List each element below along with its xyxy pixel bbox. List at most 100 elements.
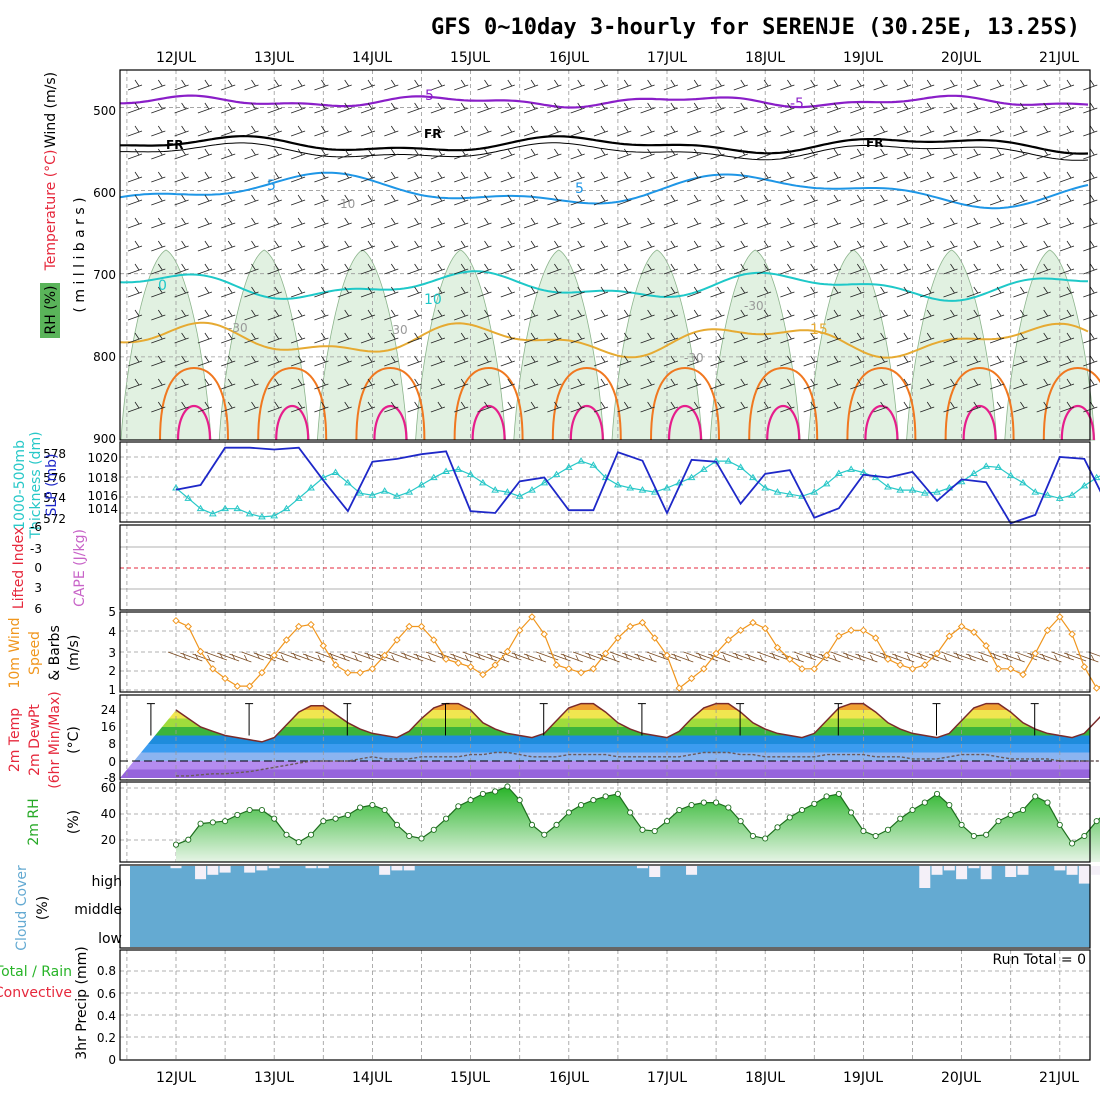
wind-barb bbox=[454, 378, 469, 390]
thickness-marker bbox=[429, 473, 438, 481]
rh-marker bbox=[442, 815, 450, 822]
wind-barb bbox=[1013, 148, 1028, 160]
wind-barb bbox=[337, 194, 352, 206]
thickness-marker bbox=[393, 492, 401, 499]
wind-barb bbox=[896, 309, 912, 321]
wind-barb bbox=[407, 102, 422, 114]
wind-barb bbox=[454, 355, 469, 367]
wind-barb bbox=[244, 79, 259, 91]
wind-barb bbox=[407, 332, 422, 344]
wind-barb bbox=[826, 194, 842, 206]
wind-barb bbox=[989, 332, 1005, 344]
tick-label: 572 bbox=[43, 512, 66, 526]
wind-barb bbox=[267, 194, 282, 206]
tick-label: 0.4 bbox=[97, 1009, 116, 1023]
wind-barb bbox=[943, 148, 958, 160]
wind-barb bbox=[547, 263, 562, 275]
wind-barb bbox=[966, 332, 981, 344]
wind-barb bbox=[1059, 171, 1075, 183]
wind-barb bbox=[337, 217, 352, 229]
rh-marker bbox=[381, 806, 388, 814]
wind-barb bbox=[197, 217, 213, 229]
wind-barb bbox=[920, 286, 935, 298]
thickness-marker bbox=[1019, 478, 1027, 486]
contour-line bbox=[120, 94, 1089, 109]
rh-shading bbox=[218, 249, 310, 441]
wind-barb bbox=[943, 240, 958, 252]
contour-label: -30 bbox=[228, 321, 248, 335]
rh-marker bbox=[283, 831, 290, 838]
wind-barb bbox=[920, 263, 935, 275]
wind-barb bbox=[966, 148, 981, 160]
cloud-bar bbox=[256, 866, 268, 871]
contour-label: 5 bbox=[575, 181, 584, 197]
wind-barb bbox=[920, 401, 935, 413]
rh-marker bbox=[222, 818, 229, 825]
contour-label: 0 bbox=[158, 278, 167, 294]
tick-label: 20 bbox=[101, 833, 116, 847]
date-label: 17JUL bbox=[647, 50, 687, 66]
wind-barb bbox=[314, 378, 329, 390]
wind-barb bbox=[477, 102, 492, 114]
wind-barb bbox=[570, 286, 585, 298]
thickness-marker bbox=[724, 457, 733, 464]
wind-barb bbox=[663, 263, 679, 275]
wind-barb bbox=[430, 401, 446, 413]
thickness-marker bbox=[503, 488, 512, 495]
dewpoint-axis-label: 2m DewPt bbox=[27, 704, 43, 776]
wind-barb bbox=[151, 125, 166, 137]
rh-marker bbox=[811, 800, 818, 807]
wind-barb bbox=[500, 79, 515, 91]
wind-barb bbox=[314, 401, 329, 413]
wind-barb bbox=[710, 309, 725, 321]
wind-barb bbox=[756, 217, 772, 229]
wind-barb bbox=[1059, 378, 1075, 390]
wind-barb bbox=[850, 401, 865, 413]
wind-barb bbox=[407, 148, 422, 160]
wind-barb bbox=[221, 79, 236, 91]
wind-barb bbox=[477, 240, 492, 252]
thickness-marker bbox=[908, 486, 917, 493]
wind-barb bbox=[803, 125, 818, 137]
wind-barb bbox=[384, 263, 399, 275]
wind-speed-marker bbox=[393, 636, 401, 644]
thickness-marker bbox=[184, 494, 193, 501]
contour-label: -5 bbox=[420, 88, 434, 104]
wind-barb bbox=[826, 102, 842, 114]
thickness-marker bbox=[761, 484, 770, 491]
wind-barb bbox=[151, 378, 166, 390]
thickness-marker bbox=[294, 494, 303, 501]
wind-barb bbox=[780, 355, 795, 367]
wind-barb bbox=[570, 309, 585, 321]
wind-speed-marker bbox=[515, 626, 524, 635]
wind-barb bbox=[360, 263, 376, 275]
wind-barb bbox=[174, 240, 189, 252]
wind-barb bbox=[477, 263, 492, 275]
rh-marker bbox=[627, 809, 634, 816]
wind-y-ticks: 5 4 3 2 1 bbox=[108, 605, 116, 697]
wind-barb bbox=[850, 286, 865, 298]
wind-barb bbox=[127, 263, 143, 275]
wind-barb bbox=[640, 171, 655, 183]
contour-labels: -5 -5 FR FR FR 5 5 0 10 15 10 -30 -30 -3… bbox=[158, 88, 883, 365]
wind-barb bbox=[337, 378, 352, 390]
wind-barb bbox=[477, 355, 492, 367]
wind-barb bbox=[663, 240, 679, 252]
wind-barb bbox=[314, 79, 329, 91]
wind-barb bbox=[943, 263, 958, 275]
wind-speed-marker bbox=[221, 674, 229, 683]
wind-barb bbox=[127, 286, 143, 298]
wind-barb bbox=[873, 194, 888, 206]
dewpoint-line bbox=[176, 751, 1100, 777]
thickness-marker bbox=[380, 487, 389, 494]
wind-speed-marker bbox=[663, 651, 671, 660]
wind-barb bbox=[1002, 653, 1025, 663]
rh-marker bbox=[798, 806, 806, 814]
wind-barb bbox=[920, 378, 935, 390]
wind-barb bbox=[663, 401, 679, 413]
wind-barb bbox=[267, 125, 282, 137]
wind-barb bbox=[523, 125, 539, 137]
rh-marker bbox=[970, 832, 977, 840]
wind-barb bbox=[710, 332, 725, 344]
thickness-marker bbox=[847, 465, 856, 472]
